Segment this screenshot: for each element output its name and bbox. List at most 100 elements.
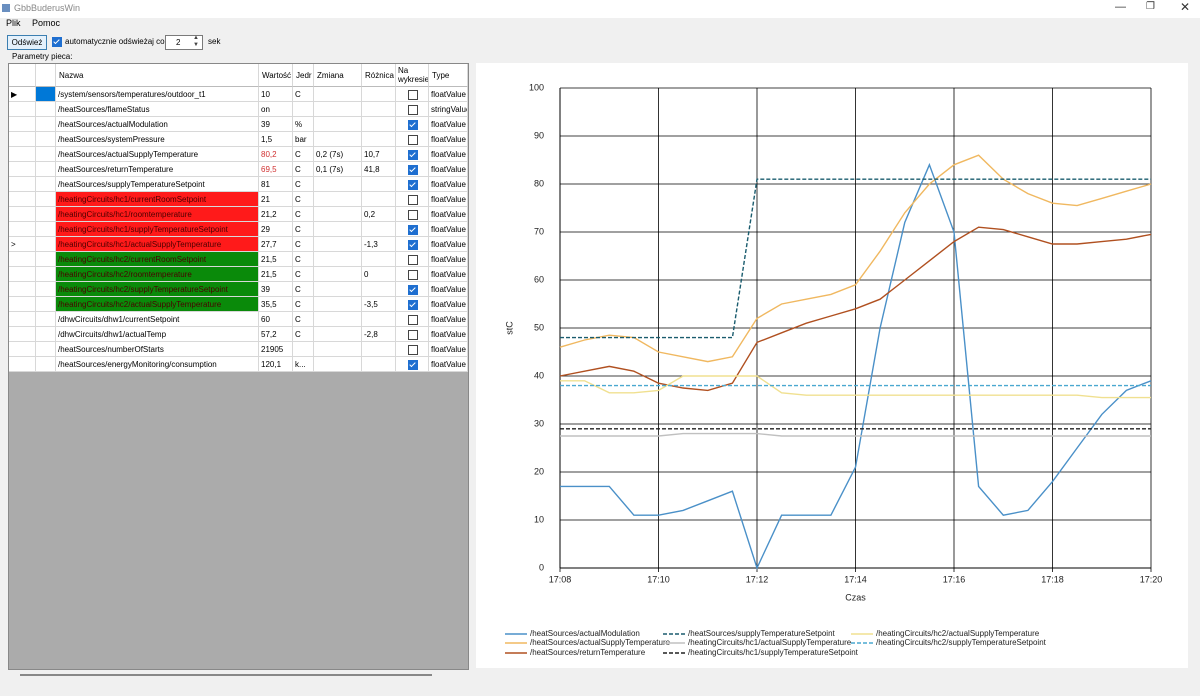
grid-cell [396, 327, 429, 342]
plot-checkbox[interactable] [408, 105, 418, 115]
column-header: Zmiana [314, 64, 362, 87]
spin-up[interactable]: ▲ [193, 35, 199, 41]
plot-checkbox[interactable] [408, 165, 418, 175]
grid-cell [362, 132, 396, 147]
plot-checkbox[interactable] [408, 300, 418, 310]
menu-item[interactable]: Pomoc [32, 18, 61, 28]
close-button[interactable]: ✕ [1180, 0, 1191, 14]
grid-cell: floatValue [429, 297, 468, 312]
plot-checkbox[interactable] [408, 330, 418, 340]
grid-cell [314, 357, 362, 372]
auto-refresh-checkbox[interactable] [52, 37, 62, 47]
column-header: Nazwa [56, 64, 259, 87]
y-tick-label: 20 [534, 466, 544, 476]
plot-checkbox[interactable] [408, 285, 418, 295]
grid-cell: -2,8 [362, 327, 396, 342]
scroll-thumb[interactable] [20, 674, 432, 676]
plot-checkbox[interactable] [408, 180, 418, 190]
app-icon [2, 4, 10, 12]
y-tick-label: 80 [534, 178, 544, 188]
grid-cell [36, 177, 56, 192]
refresh-button[interactable]: Odśwież [7, 35, 47, 50]
grid-cell: /heatingCircuits/hc2/supplyTemperatureSe… [56, 282, 259, 297]
grid-cell: 21,5 [259, 252, 293, 267]
grid-cell [36, 147, 56, 162]
grid-cell: 39 [259, 117, 293, 132]
grid-cell [362, 252, 396, 267]
grid-cell: floatValue [429, 357, 468, 372]
interval-spinner[interactable]: 2 ▲ ▼ [165, 35, 203, 50]
x-tick-label: 17:18 [1041, 574, 1064, 584]
grid-cell: /heatingCircuits/hc2/actualSupplyTempera… [56, 297, 259, 312]
grid-cell [362, 357, 396, 372]
plot-checkbox[interactable] [408, 345, 418, 355]
grid-cell: /heatSources/flameStatus [56, 102, 259, 117]
grid-cell [396, 357, 429, 372]
section-label: Parametry pieca: [12, 52, 73, 61]
plot-checkbox[interactable] [408, 360, 418, 370]
menu-item[interactable]: Plik [6, 18, 21, 28]
y-tick-label: 50 [534, 322, 544, 332]
row-header [9, 132, 36, 147]
grid-cell [396, 147, 429, 162]
series-line [559, 154, 1152, 363]
grid-cell: floatValue [429, 87, 468, 102]
grid-cell: 80,2 [259, 147, 293, 162]
plot-checkbox[interactable] [408, 315, 418, 325]
column-header [36, 64, 56, 87]
h-scrollbar[interactable] [8, 670, 467, 680]
plot-checkbox[interactable] [408, 240, 418, 250]
grid-cell [36, 102, 56, 117]
minimize-button[interactable]: — [1115, 1, 1126, 13]
grid-cell [36, 297, 56, 312]
plot-checkbox[interactable] [408, 120, 418, 130]
column-header: Różnica [362, 64, 396, 87]
grid-cell [36, 282, 56, 297]
grid-cell: C [293, 252, 314, 267]
plot-checkbox[interactable] [408, 90, 418, 100]
grid-cell: C [293, 162, 314, 177]
legend-label: /heatSources/returnTemperature [530, 648, 646, 657]
plot-checkbox[interactable] [408, 135, 418, 145]
grid-cell [36, 327, 56, 342]
row-header [9, 312, 36, 327]
row-header [9, 282, 36, 297]
y-tick-label: 30 [534, 418, 544, 428]
grid-cell: floatValue [429, 282, 468, 297]
grid-cell [314, 252, 362, 267]
grid-cell [396, 342, 429, 357]
grid-cell [314, 327, 362, 342]
maximize-button[interactable]: ❐ [1146, 1, 1155, 12]
grid-cell [396, 87, 429, 102]
plot-checkbox[interactable] [408, 210, 418, 220]
grid-cell: 57,2 [259, 327, 293, 342]
row-header [9, 207, 36, 222]
grid-cell: k... [293, 357, 314, 372]
grid-cell: C [293, 267, 314, 282]
plot-checkbox[interactable] [408, 270, 418, 280]
grid-cell: /heatSources/returnTemperature [56, 162, 259, 177]
row-header [9, 267, 36, 282]
plot-checkbox[interactable] [408, 195, 418, 205]
grid-cell: /heatingCircuits/hc1/roomtemperature [56, 207, 259, 222]
grid-cell [396, 267, 429, 282]
row-header [9, 327, 36, 342]
grid-cell [36, 342, 56, 357]
grid-cell: /heatingCircuits/hc1/actualSupplyTempera… [56, 237, 259, 252]
grid-cell [36, 222, 56, 237]
grid-cell [36, 117, 56, 132]
plot-checkbox[interactable] [408, 225, 418, 235]
plot-checkbox[interactable] [408, 150, 418, 160]
row-header [9, 102, 36, 117]
grid-cell [36, 252, 56, 267]
grid-cell: /heatingCircuits/hc2/currentRoomSetpoint [56, 252, 259, 267]
grid-cell: 0 [362, 267, 396, 282]
plot-checkbox[interactable] [408, 255, 418, 265]
grid-cell [362, 102, 396, 117]
spin-down[interactable]: ▼ [193, 42, 199, 48]
interval-unit: sek [208, 37, 221, 46]
grid-cell: 21,2 [259, 207, 293, 222]
grid-cell [362, 282, 396, 297]
y-tick-label: 90 [534, 130, 544, 140]
